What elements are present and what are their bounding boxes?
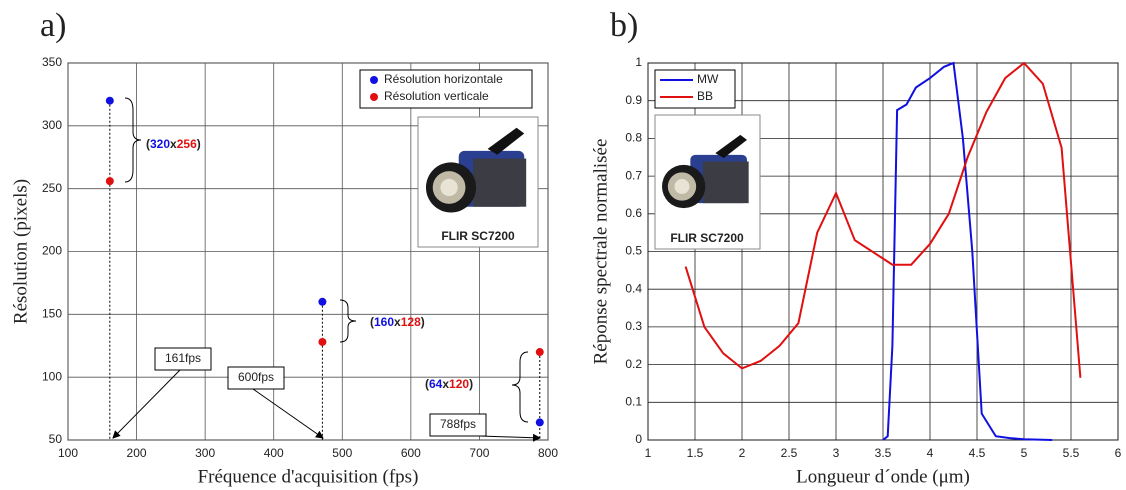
point bbox=[318, 337, 327, 346]
x-tick-label: 5.5 bbox=[1063, 446, 1080, 460]
x-tick-label: 4 bbox=[927, 446, 934, 460]
x-tick-label: 2.5 bbox=[781, 446, 798, 460]
fps-box bbox=[154, 347, 212, 371]
resolution-part: ) bbox=[469, 377, 473, 391]
resolution-part: 256 bbox=[177, 137, 197, 151]
resolution-label: (64x120) bbox=[425, 377, 473, 391]
point bbox=[105, 177, 114, 186]
fps-label: 600fps bbox=[238, 370, 274, 384]
legend-label: MW bbox=[697, 72, 719, 86]
y-tick-label: 0.9 bbox=[625, 93, 642, 107]
y-tick-label: 350 bbox=[42, 55, 62, 69]
y-tick-label: 0.3 bbox=[625, 319, 642, 333]
x-axis-label: Fréquence d'acquisition (fps) bbox=[198, 466, 419, 487]
line bbox=[882, 61, 1053, 441]
resolution-label: (320x256) bbox=[146, 137, 201, 151]
resolution-part: 64 bbox=[429, 377, 443, 391]
x-tick-label: 700 bbox=[469, 446, 489, 460]
resolution-part: 128 bbox=[401, 315, 421, 329]
legend bbox=[359, 69, 533, 109]
panel-label: b) bbox=[610, 7, 638, 44]
legend-label: Résolution verticale bbox=[384, 89, 489, 103]
x-tick-label: 1 bbox=[645, 446, 652, 460]
point bbox=[535, 348, 544, 357]
x-axis-label: Longueur d´onde (μm) bbox=[796, 466, 970, 487]
y-tick-label: 0.4 bbox=[625, 281, 642, 295]
legend bbox=[654, 69, 736, 109]
resolution-part: 160 bbox=[374, 315, 394, 329]
y-tick-label: 0.2 bbox=[625, 357, 642, 371]
camera-image-a bbox=[417, 116, 539, 248]
resolution-part: ( bbox=[425, 377, 429, 391]
resolution-part: x bbox=[170, 137, 177, 151]
y-tick-label: 0.6 bbox=[625, 206, 642, 220]
x-tick-label: 400 bbox=[264, 446, 284, 460]
brace bbox=[339, 299, 357, 343]
resolution-part: 120 bbox=[449, 377, 469, 391]
resolution-part: ( bbox=[370, 315, 374, 329]
y-tick-label: 0.1 bbox=[625, 394, 642, 408]
point bbox=[535, 418, 544, 427]
resolution-label: (160x128) bbox=[370, 315, 425, 329]
brace bbox=[124, 97, 142, 183]
y-tick-label: 150 bbox=[42, 307, 62, 321]
y-tick-label: 100 bbox=[42, 369, 62, 383]
x-tick-label: 3.5 bbox=[875, 446, 892, 460]
fps-label: 161fps bbox=[165, 351, 201, 365]
y-tick-label: 300 bbox=[42, 118, 62, 132]
fps-box bbox=[227, 366, 285, 390]
y-tick-label: 50 bbox=[49, 432, 63, 446]
resolution-part: ) bbox=[421, 315, 425, 329]
brace bbox=[511, 351, 529, 423]
x-tick-label: 5 bbox=[1021, 446, 1028, 460]
image-caption: FLIR SC7200 bbox=[670, 231, 744, 245]
point bbox=[105, 96, 114, 105]
legend-marker bbox=[370, 76, 378, 84]
resolution-part: ) bbox=[197, 137, 201, 151]
x-tick-label: 100 bbox=[58, 446, 78, 460]
legend-label: Résolution horizontale bbox=[384, 72, 503, 86]
legend-marker bbox=[370, 93, 378, 101]
camera-image-b bbox=[654, 114, 761, 250]
image-caption: FLIR SC7200 bbox=[441, 229, 515, 243]
x-tick-label: 500 bbox=[332, 446, 352, 460]
y-tick-label: 1 bbox=[635, 55, 642, 69]
x-tick-label: 4.5 bbox=[969, 446, 986, 460]
x-tick-label: 2 bbox=[739, 446, 746, 460]
x-tick-label: 800 bbox=[538, 446, 558, 460]
panel-label: a) bbox=[40, 7, 66, 44]
y-tick-label: 0.7 bbox=[625, 168, 642, 182]
point bbox=[318, 297, 327, 306]
resolution-part: x bbox=[394, 315, 401, 329]
resolution-part: ( bbox=[146, 137, 150, 151]
resolution-part: x bbox=[442, 377, 449, 391]
x-tick-label: 3 bbox=[833, 446, 840, 460]
y-tick-label: 250 bbox=[42, 181, 62, 195]
x-tick-label: 200 bbox=[127, 446, 147, 460]
y-axis-label: Résolution (pixels) bbox=[10, 179, 31, 324]
x-tick-label: 1.5 bbox=[687, 446, 704, 460]
y-tick-label: 200 bbox=[42, 244, 62, 258]
x-tick-label: 300 bbox=[195, 446, 215, 460]
resolution-part: 320 bbox=[150, 137, 170, 151]
arrow bbox=[479, 433, 541, 442]
arrow bbox=[112, 369, 181, 439]
legend-label: BB bbox=[697, 89, 713, 103]
x-tick-label: 6 bbox=[1115, 446, 1122, 460]
x-tick-label: 600 bbox=[401, 446, 421, 460]
fps-label: 788fps bbox=[440, 417, 476, 431]
y-tick-label: 0.5 bbox=[625, 244, 642, 258]
fps-box bbox=[429, 413, 487, 437]
line bbox=[684, 61, 1082, 378]
y-axis-label: Réponse spectrale normalisée bbox=[590, 139, 611, 365]
y-tick-label: 0 bbox=[635, 432, 642, 446]
y-tick-label: 0.8 bbox=[625, 131, 642, 145]
arrow bbox=[252, 388, 324, 439]
